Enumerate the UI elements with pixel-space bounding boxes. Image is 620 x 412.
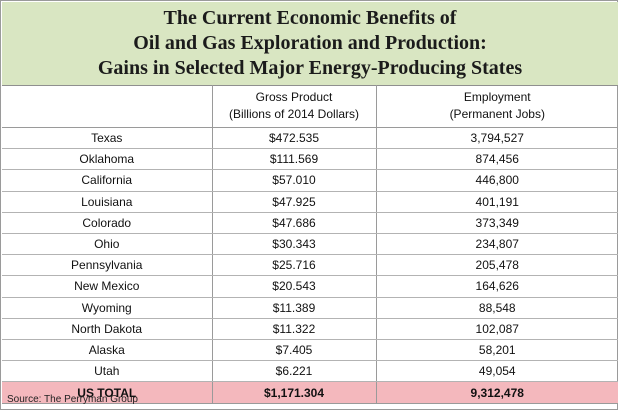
gross-product-cell: $11.389 [211, 297, 376, 319]
us-total-row: US TOTAL $1,171.304 9,312,478 [2, 381, 618, 405]
table-row: Ohio $30.343 234,807 [2, 233, 618, 256]
employment-header-line-2: (Permanent Jobs) [449, 107, 545, 121]
table-row: Oklahoma $111.569 874,456 [2, 148, 618, 171]
state-cell: Oklahoma [2, 148, 212, 171]
table-row: North Dakota $11.322 102,087 [2, 318, 618, 340]
gross-product-header-line-1: Gross Product [255, 90, 333, 104]
gross-product-cell: $472.535 [211, 127, 376, 150]
employment-cell: 205,478 [375, 254, 618, 277]
table-row: Pennsylvania $25.716 205,478 [2, 254, 618, 277]
table-row: Louisiana $47.925 401,191 [2, 191, 618, 213]
state-cell: Ohio [2, 233, 212, 256]
state-cell: Texas [2, 127, 212, 150]
header-row: Gross Product (Billions of 2014 Dollars)… [2, 85, 618, 128]
us-total-label: US TOTAL [2, 381, 212, 405]
gross-product-cell: $11.322 [211, 318, 376, 340]
source-note: Source: The Perryman Group [7, 394, 138, 405]
state-cell: Alaska [2, 339, 212, 362]
state-cell: Louisiana [2, 191, 212, 213]
employment-header-line-1: Employment [463, 90, 531, 104]
employment-cell: 49,054 [375, 360, 618, 383]
table-row: Texas $472.535 3,794,527 [2, 127, 618, 150]
title-line-1: The Current Economic Benefits of [163, 7, 457, 29]
employment-cell: 874,456 [375, 148, 618, 171]
us-total-gross-product: $1,171.304 [211, 381, 376, 405]
title-line-3: Gains in Selected Major Energy-Producing… [97, 57, 523, 79]
state-cell: California [2, 169, 212, 192]
table-body: Texas $472.535 3,794,527 Oklahoma $111.5… [2, 127, 618, 405]
gross-product-cell: $57.010 [211, 169, 376, 192]
table-header: Gross Product (Billions of 2014 Dollars)… [2, 85, 618, 128]
employment-cell: 164,626 [375, 275, 618, 298]
state-column-header [2, 85, 212, 128]
gross-product-cell: $47.925 [211, 191, 376, 213]
gross-product-cell: $6.221 [211, 360, 376, 383]
employment-cell: 3,794,527 [375, 127, 618, 150]
state-cell: Colorado [2, 212, 212, 234]
table-row: New Mexico $20.543 164,626 [2, 275, 618, 298]
title-banner: The Current Economic Benefits of Oil and… [2, 2, 618, 86]
state-cell: Pennsylvania [2, 254, 212, 277]
state-cell: Wyoming [2, 297, 212, 319]
employment-cell: 401,191 [375, 191, 618, 213]
state-cell: North Dakota [2, 318, 212, 340]
state-cell: Utah [2, 360, 212, 383]
table-row: Wyoming $11.389 88,548 [2, 297, 618, 319]
table-row: Alaska $7.405 58,201 [2, 339, 618, 362]
gross-product-cell: $25.716 [211, 254, 376, 277]
table-row: Colorado $47.686 373,349 [2, 212, 618, 234]
employment-cell: 446,800 [375, 169, 618, 192]
economic-benefits-table: Gross Product (Billions of 2014 Dollars)… [2, 85, 618, 405]
employment-cell: 102,087 [375, 318, 618, 340]
gross-product-cell: $47.686 [211, 212, 376, 234]
gross-product-header-line-2: (Billions of 2014 Dollars) [228, 107, 360, 121]
gross-product-cell: $30.343 [211, 233, 376, 256]
employment-cell: 88,548 [375, 297, 618, 319]
employment-cell: 234,807 [375, 233, 618, 256]
employment-cell: 373,349 [375, 212, 618, 234]
gross-product-cell: $20.543 [211, 275, 376, 298]
employment-column-header: Employment (Permanent Jobs) [375, 85, 618, 128]
us-total-employment: 9,312,478 [375, 381, 618, 405]
gross-product-cell: $111.569 [211, 148, 376, 171]
state-cell: New Mexico [2, 275, 212, 298]
table-row: Utah $6.221 49,054 [2, 360, 618, 383]
gross-product-column-header: Gross Product (Billions of 2014 Dollars) [211, 85, 376, 128]
title-line-2: Oil and Gas Exploration and Production: [133, 32, 487, 54]
table-row: California $57.010 446,800 [2, 169, 618, 192]
gross-product-cell: $7.405 [211, 339, 376, 362]
employment-cell: 58,201 [375, 339, 618, 362]
